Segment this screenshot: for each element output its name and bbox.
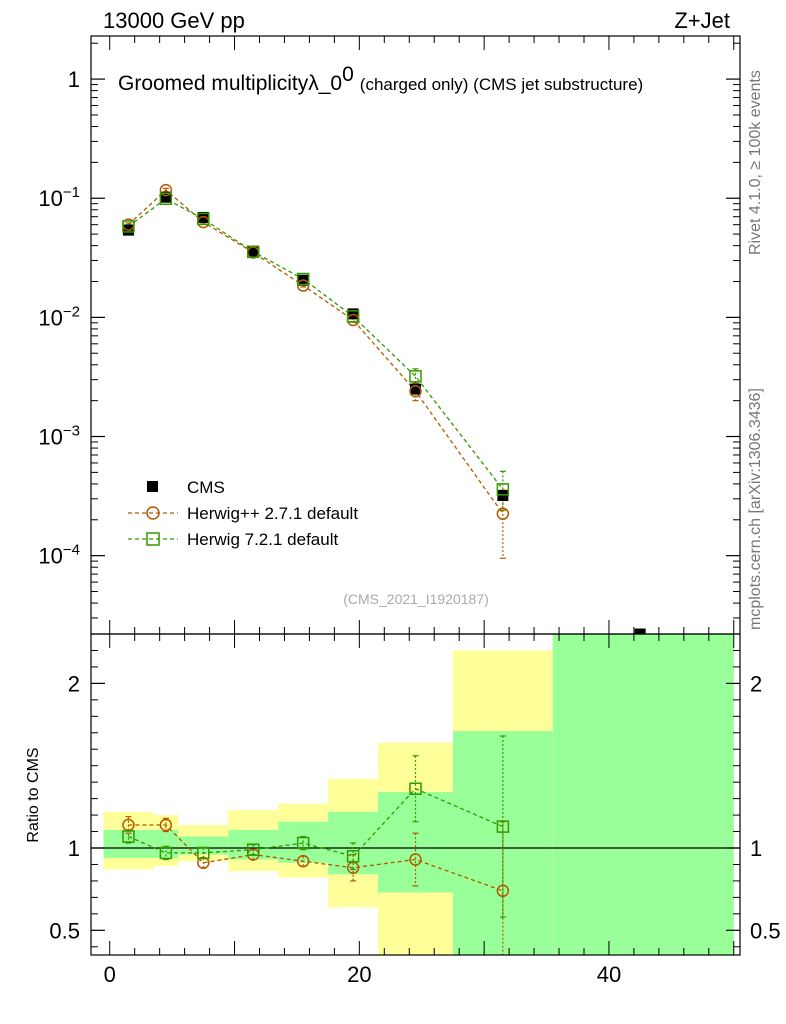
main-line-herwig7 — [128, 198, 504, 490]
legend-marker-herwigpp — [146, 506, 160, 520]
ratio-panel-frame — [90, 633, 741, 956]
ratio-point-herwigpp — [496, 884, 510, 898]
ratio-y-tick-label-right: 1 — [750, 836, 762, 861]
energy-label: 13000 GeV pp — [103, 8, 245, 33]
ratio-ylabel: Ratio to CMS — [25, 747, 42, 842]
ratio-point-herwig7 — [296, 836, 310, 850]
ratio-x-tick-label: 20 — [347, 962, 371, 987]
legend-marker-herwig7 — [146, 532, 160, 546]
ratio-y-tick-label-right: 0.5 — [750, 918, 781, 943]
title-suffix: (charged only) (CMS jet substructure) — [360, 75, 643, 94]
ratio-point-herwigpp — [296, 854, 310, 868]
ratio-y-tick-label: 1 — [68, 836, 80, 861]
ratio-y-tick-label-right: 2 — [750, 671, 762, 696]
main-point-herwig7 — [296, 272, 310, 286]
ratio-point-herwig7 — [122, 830, 135, 843]
main-plot-area — [122, 183, 646, 640]
title-main: Groomed multiplicityλ_0 — [118, 72, 342, 95]
ratio-point-herwig7 — [197, 846, 210, 860]
legend: CMS Herwig++ 2.7.1 default Herwig 7.2.1 … — [128, 478, 358, 549]
mcplots-label: mcplots.cern.ch [arXiv:1306.3436] — [747, 388, 764, 630]
main-point-cms — [410, 383, 421, 395]
main-point-herwig7 — [346, 310, 360, 323]
ratio-point-herwig7 — [496, 820, 510, 833]
main-y-tick-label: 10−2 — [38, 303, 80, 330]
main-point-herwig7 — [122, 220, 135, 233]
plot-title: Groomed multiplicityλ_00 (charged only) (… — [118, 63, 643, 95]
main-point-herwigpp — [409, 384, 422, 398]
main-point-herwigpp — [296, 279, 310, 292]
legend-label-cms: CMS — [187, 478, 225, 497]
ratio-x-tick-label: 0 — [104, 962, 116, 987]
ratio-y-tick-label: 0.5 — [49, 918, 80, 943]
ratio-point-herwig7 — [247, 843, 260, 856]
legend-marker-cms — [147, 481, 158, 492]
main-y-tick-label: 10−3 — [38, 423, 80, 450]
main-point-herwig7 — [247, 245, 260, 259]
main-point-cms — [197, 211, 209, 223]
main-y-tick-label: 10−1 — [38, 184, 80, 211]
ratio-point-herwig7 — [159, 846, 173, 860]
rivet-label: Rivet 4.1.0, ≥ 100k events — [747, 70, 764, 255]
main-y-tick-label: 1 — [68, 67, 80, 92]
main-point-herwig7 — [197, 212, 210, 226]
ratio-x-tick-label: 40 — [597, 962, 621, 987]
ratio-line-herwigpp — [128, 824, 504, 892]
ratio-band-green — [552, 634, 734, 955]
ratio-point-herwigpp — [159, 818, 173, 832]
main-point-herwig7 — [496, 483, 510, 496]
ratio-y-tick-label: 2 — [68, 671, 80, 696]
main-point-cms — [247, 245, 259, 257]
legend-label-herwigpp: Herwig++ 2.7.1 default — [187, 504, 358, 523]
main-y-tick-label: 10−4 — [38, 542, 80, 569]
ratio-point-herwigpp — [409, 853, 422, 866]
analysis-watermark: (CMS_2021_I1920187) — [343, 591, 489, 607]
main-line-herwigpp — [127, 189, 504, 515]
main-point-herwigpp — [159, 183, 173, 197]
ratio-point-herwigpp — [197, 856, 210, 870]
main-point-cms — [160, 191, 172, 203]
legend-label-herwig7: Herwig 7.2.1 default — [187, 530, 338, 549]
ratio-point-herwig7 — [409, 782, 422, 795]
title-superscript: 0 — [342, 63, 354, 86]
process-label: Z+Jet — [674, 8, 730, 33]
main-point-herwigpp — [496, 507, 510, 520]
main-point-herwig7 — [409, 370, 422, 383]
ratio-point-herwig7 — [346, 849, 360, 863]
main-point-herwig7 — [159, 192, 173, 206]
